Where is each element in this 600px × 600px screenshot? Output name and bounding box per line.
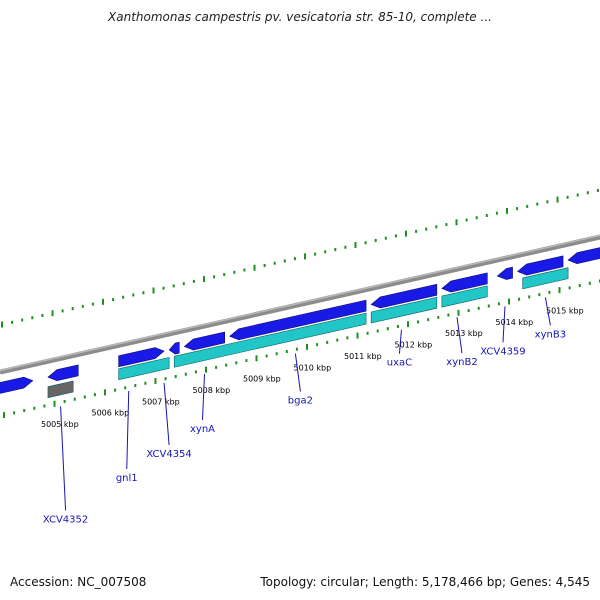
kbp-tick-label: 5005 kbp <box>41 420 79 429</box>
gene-name-label[interactable]: xynB3 <box>535 329 566 340</box>
forward-gene-track <box>0 247 600 399</box>
kbp-tick-label: 5013 kbp <box>445 329 483 338</box>
gene-leader-line <box>398 329 402 354</box>
kbp-tick-label: 5014 kbp <box>496 318 534 327</box>
pseudo-gene-box <box>47 380 74 399</box>
gene-leader-line <box>294 353 301 392</box>
gene-name-label[interactable]: XCV4354 <box>146 449 191 460</box>
gene-name-label[interactable]: xynA <box>190 424 215 435</box>
gene-leader-line <box>126 391 130 470</box>
gene-leader-line <box>202 373 205 421</box>
inner-tick-ring <box>3 279 600 419</box>
kbp-tick-label: 5010 kbp <box>294 363 332 372</box>
backbone-highlight <box>0 234 600 372</box>
forward-gene-arrow <box>441 272 488 293</box>
kbp-tick-label: 5006 kbp <box>92 409 130 418</box>
map-title: Xanthomonas campestris pv. vesicatoria s… <box>108 10 492 24</box>
outer-tick-ring <box>1 188 599 328</box>
genome-summary-text: Topology: circular; Length: 5,178,466 bp… <box>260 575 590 589</box>
gene-name-label[interactable]: uxaC <box>387 358 412 369</box>
kbp-tick-label: 5007 kbp <box>142 397 180 406</box>
kbp-label-layer: 5005 kbp 5006 kbp 5007 kbp 5008 kbp 5009 kbp… <box>41 306 584 429</box>
gene-name-label[interactable]: gnl1 <box>116 473 138 484</box>
kbp-tick-label: 5009 kbp <box>243 375 281 384</box>
genome-backbone <box>0 234 600 375</box>
forward-gene-arrow <box>496 266 513 280</box>
gene-name-label[interactable]: XCV4359 <box>480 346 525 357</box>
forward-gene-arrow <box>0 376 34 394</box>
reverse-gene-box <box>118 357 170 381</box>
backbone-line <box>0 234 600 375</box>
gene-leader-line <box>163 383 170 446</box>
gene-name-label[interactable]: XCV4352 <box>43 514 88 525</box>
kbp-tick-label: 5008 kbp <box>193 386 231 395</box>
forward-gene-arrow <box>118 347 165 368</box>
forward-gene-arrow <box>370 283 438 309</box>
gene-leader-line <box>60 406 67 511</box>
forward-gene-arrow <box>47 364 79 381</box>
kbp-tick-label: 5015 kbp <box>546 306 584 315</box>
gene-name-label[interactable]: xynB2 <box>446 357 477 368</box>
gene-name-label[interactable]: bga2 <box>288 396 313 407</box>
forward-gene-arrow <box>229 299 367 341</box>
kbp-tick-label: 5012 kbp <box>395 341 433 350</box>
reverse-gene-box <box>441 285 488 308</box>
forward-gene-arrow <box>567 247 600 264</box>
reverse-gene-box <box>522 267 569 290</box>
forward-gene-arrow <box>517 255 564 276</box>
gene-label-layer: XCV4352 gnl1 XCV4354 xynA bga2 uxaC xynB2XCV43… <box>43 297 566 525</box>
gene-leader-line <box>456 317 463 354</box>
gene-leader-line <box>502 306 506 343</box>
kbp-tick-label: 5011 kbp <box>344 352 382 361</box>
forward-gene-arrow <box>183 331 225 351</box>
forward-gene-arrow <box>168 341 180 355</box>
accession-text: Accession: NC_007508 <box>10 575 147 589</box>
reverse-gene-track <box>118 267 569 381</box>
gene-leader-line <box>544 297 551 326</box>
reverse-gene-box <box>370 296 438 324</box>
reverse-gene-box <box>173 312 367 368</box>
